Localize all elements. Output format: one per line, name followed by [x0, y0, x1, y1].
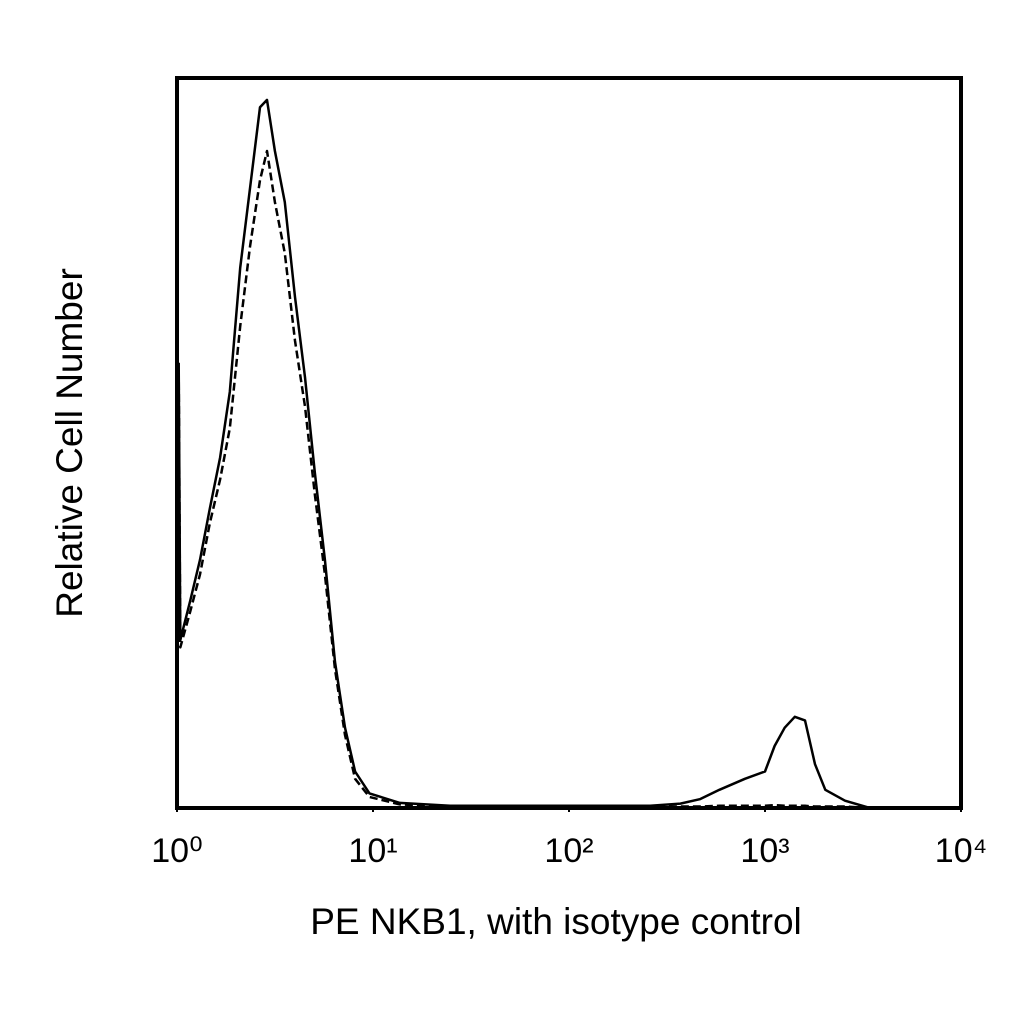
x-tick-label: 10⁰ [151, 832, 202, 870]
y-axis-label: Relative Cell Number [49, 268, 90, 618]
plot-frame [175, 76, 963, 810]
histogram-line [177, 98, 961, 810]
x-tick-label: 10² [544, 832, 593, 870]
x-tick-label: 10³ [740, 832, 789, 870]
histogram-line [177, 149, 961, 810]
x-tick-label: 10⁴ [935, 832, 987, 870]
x-axis-label: PE NKB1, with isotype control [310, 901, 802, 942]
x-tick-label: 10¹ [348, 832, 397, 870]
